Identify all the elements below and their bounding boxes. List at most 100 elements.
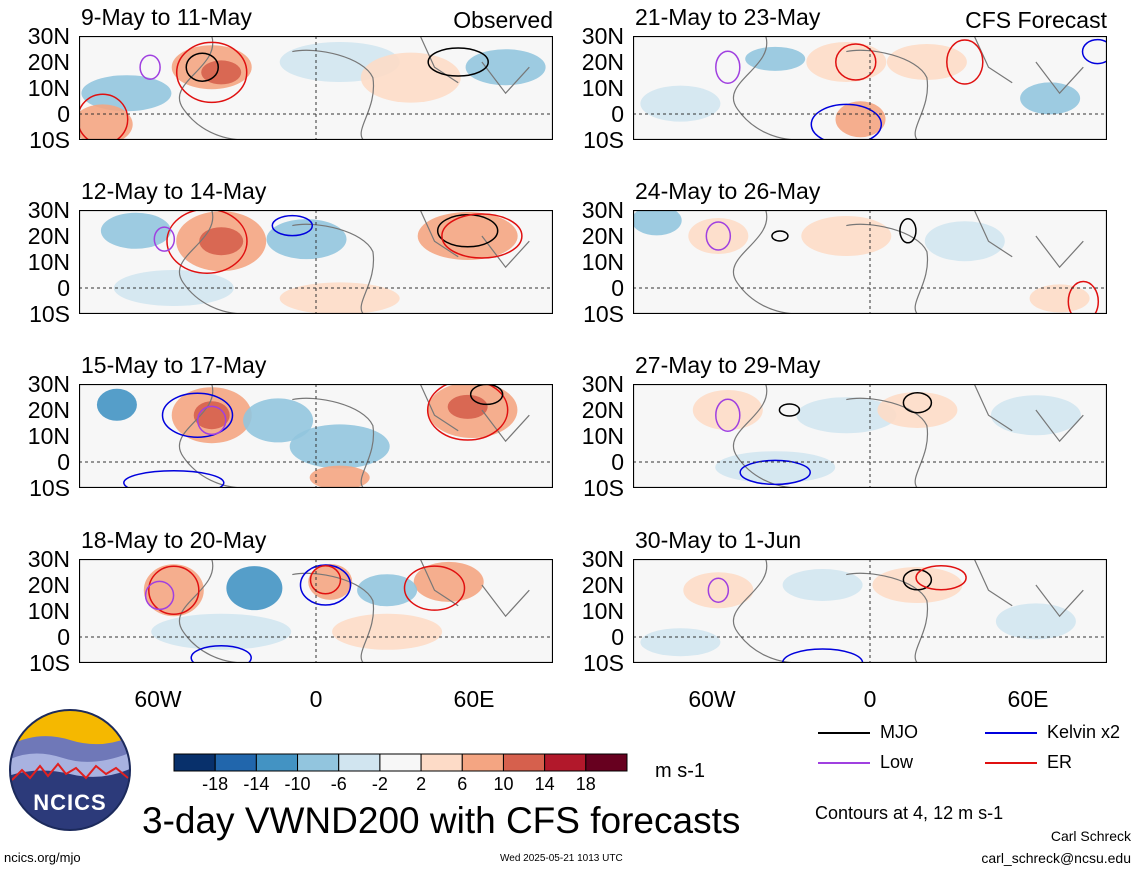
coastline [292,49,375,140]
panel-frame [79,36,553,140]
lon-tick-label: 60W [134,686,182,712]
anomaly-shading [447,394,488,419]
wave-contour [153,226,176,252]
anomaly-shading [782,569,863,601]
anomaly-shading [226,566,283,611]
lat-tick-label: 10S [583,650,624,676]
panel-title: 24-May to 26-May [635,178,821,204]
legend-line [818,732,870,734]
anomaly-shading [332,613,443,650]
anomaly-shading [289,424,390,469]
coastline [973,36,1084,95]
lat-tick-label: 10S [29,475,70,501]
colorbar-label: -10 [284,774,311,794]
wave-contour [810,103,883,140]
coastline [292,223,375,314]
anomaly-shading [640,628,721,657]
panel-title: 12-May to 14-May [81,178,267,204]
anomaly-shading [806,42,887,82]
lat-tick-label: 10N [27,75,70,101]
colorbar-label: -2 [371,774,388,794]
colorbar-swatch [544,753,587,772]
lat-tick-label: 10S [583,127,624,153]
anomaly-shading [465,49,546,86]
anomaly-shading [199,227,244,256]
coastline [178,210,245,314]
colorbar-label: -6 [330,774,347,794]
lat-tick-label: 30N [581,197,624,223]
wave-contour [271,214,314,237]
lat-tick-label: 0 [611,275,624,301]
wave-contour [1081,38,1107,65]
wave-contour [705,221,732,251]
lat-tick-label: 10N [27,423,70,449]
anomaly-shading [243,398,314,443]
lat-tick-label: 30N [581,23,624,49]
lat-tick-label: 20N [581,223,624,249]
panel-title: 21-May to 23-May [635,4,821,30]
wave-contour [781,648,864,663]
anomaly-shading [886,44,967,80]
anomaly-shading [640,85,721,122]
footer-email: carl_schreck@ncsu.edu [981,850,1131,866]
footer-site: ncics.org/mjo [4,850,81,865]
lat-tick-label: 0 [57,624,70,650]
anomaly-shading [1020,82,1081,115]
legend-line [818,762,870,764]
coastline [292,397,375,488]
panel-title: 15-May to 17-May [81,352,267,378]
anomaly-shading [279,282,400,314]
coastline [178,384,245,488]
wave-contour [166,210,248,274]
anomaly-shading [96,388,137,421]
lat-tick-label: 0 [57,101,70,127]
lat-tick-label: 20N [581,572,624,598]
wave-contour [190,645,252,663]
wave-contour [835,43,877,81]
lat-tick-label: 30N [27,197,70,223]
legend-label: Low [880,752,914,772]
wave-contour [123,470,225,488]
coastline [419,559,530,618]
anomaly-shading [309,465,370,488]
panel-frame [633,384,1107,488]
lat-tick-label: 10N [27,249,70,275]
wave-contour [902,569,933,591]
contour-note: Contours at 4, 12 m s-1 [815,803,1004,823]
panel-title: 9-May to 11-May [81,4,252,30]
coastline [419,210,530,269]
coastline [973,559,1084,618]
wave-contour [196,405,227,436]
wave-contour [899,218,917,244]
lat-tick-label: 0 [611,449,624,475]
colorbar-swatch [502,753,546,772]
logo-text: NCICS [33,790,107,815]
coastline [846,397,929,488]
wave-contour [309,565,342,595]
wave-contour [161,392,234,438]
lon-tick-label: 60E [453,686,495,712]
coastline [846,572,929,663]
panel-title: 30-May to 1-Jun [635,527,802,553]
legend-line [985,762,1037,764]
wave-contour [79,93,129,140]
anomaly-shading [835,101,886,138]
colorbar-label: 18 [575,774,596,794]
anomaly-shading [308,563,353,600]
legend-label: MJO [880,722,918,742]
anomaly-shading [1029,284,1090,313]
panel-frame [79,210,553,314]
colorbar-swatch [585,753,628,772]
wave-contour [1067,280,1100,314]
colorbar-label: 6 [457,774,468,794]
wave-contour [144,580,175,611]
panel-title: 27-May to 29-May [635,352,821,378]
wave-contour [426,384,509,441]
colorbar-label: 14 [534,774,555,794]
lat-tick-label: 20N [27,572,70,598]
map-panel [79,36,553,140]
panel-title: 18-May to 20-May [81,527,267,553]
anomaly-shading [413,561,484,602]
anomaly-shading [692,390,763,430]
